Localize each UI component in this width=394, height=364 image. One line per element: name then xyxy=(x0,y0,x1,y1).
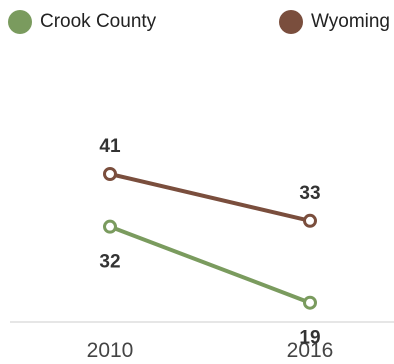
legend-swatch-wyoming xyxy=(278,10,303,34)
data-label-wyoming-2016: 33 xyxy=(299,183,320,204)
legend-item-crook-county: Crook County xyxy=(8,9,156,35)
point-crook-county-2016 xyxy=(303,295,317,310)
point-crook-county-2010 xyxy=(103,219,117,234)
x-tick-label-2016: 2016 xyxy=(287,339,334,362)
legend-label-wyoming: Wyoming xyxy=(310,11,390,32)
x-tick-label-2010: 2010 xyxy=(87,339,134,362)
point-wyoming-2010 xyxy=(103,167,117,181)
chart-legend: Crook County Wyoming xyxy=(0,0,394,44)
series-line-crook-county xyxy=(108,224,312,305)
series-line-wyoming xyxy=(108,172,312,223)
point-wyoming-2016 xyxy=(303,213,317,228)
legend-item-wyoming: Wyoming xyxy=(278,9,390,35)
data-label-crook-county-2010: 32 xyxy=(99,252,120,273)
data-label-crook-county-2016: 19 xyxy=(299,328,320,349)
data-label-wyoming-2010: 41 xyxy=(99,136,121,157)
legend-label-crook-county: Crook County xyxy=(40,11,157,32)
legend-swatch-crook-county xyxy=(8,10,32,34)
